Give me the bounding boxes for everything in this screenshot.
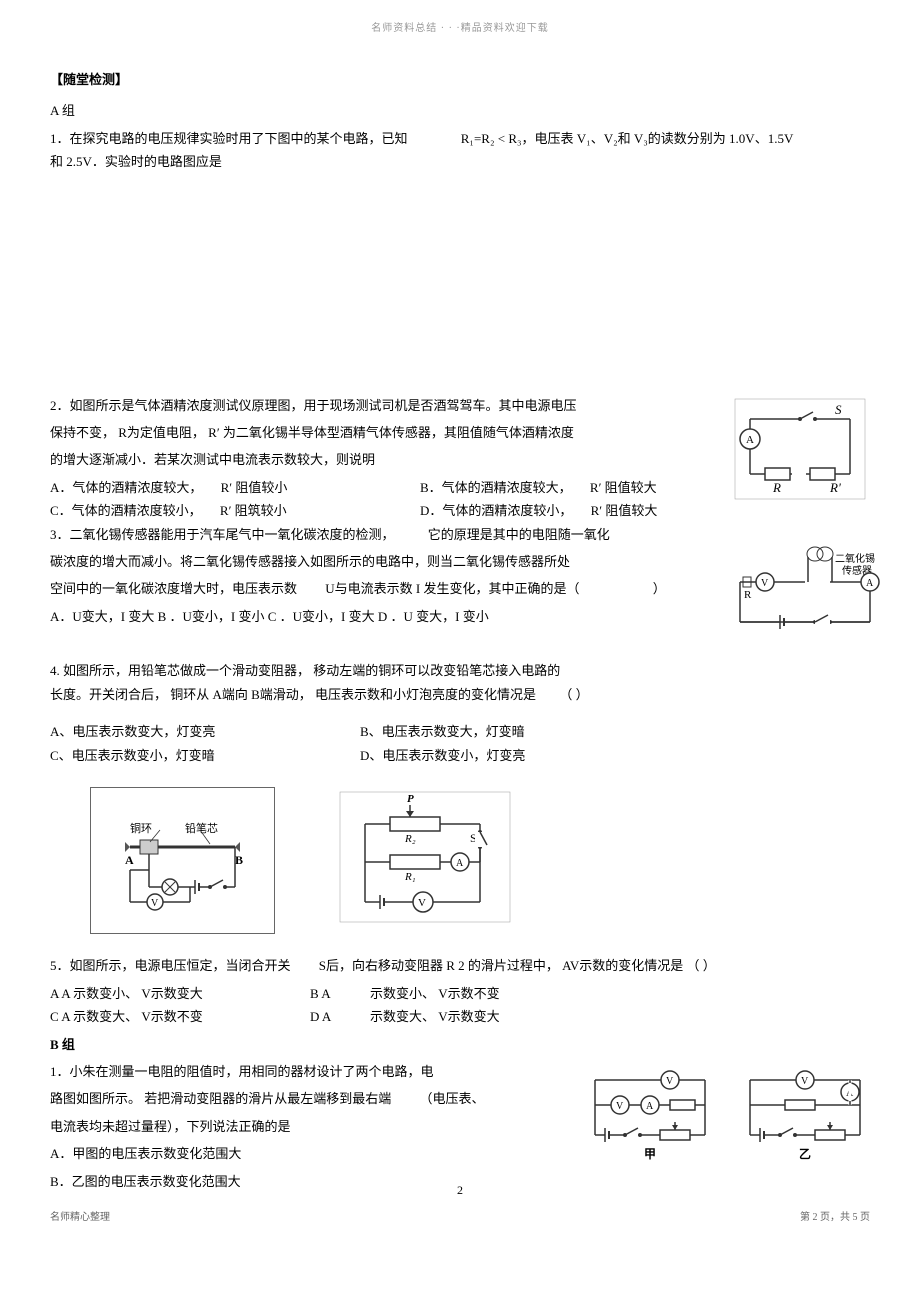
q3-line3c: ） <box>653 581 666 596</box>
q4-line2a: 长度。开关闭合后， 铜环从 A端向 B端滑动， 电压表示数和小灯泡亮度的变化情况… <box>50 687 536 702</box>
svg-text:V: V <box>666 1076 674 1087</box>
q4-diagram-a: 铜环 铅笔芯 A B <box>90 787 275 934</box>
q2-optA: A．气体的酒精浓度较大， <box>50 480 202 495</box>
q4-opts-ab: A、电压表示数变大，灯变亮 B、电压表示数变大，灯变暗 <box>50 720 870 743</box>
question-b1-block: V V A <box>50 1060 870 1197</box>
p-label: P <box>407 793 414 805</box>
q5-optB: B A <box>310 986 331 1001</box>
q3-r-label: R <box>744 589 752 601</box>
qb1-line2b: （电压表、 <box>420 1091 485 1106</box>
label-a: A <box>746 434 754 446</box>
q2-diagram: S A R R' <box>730 394 870 511</box>
q2-optC: C．气体的酒精浓度较小， <box>50 503 202 518</box>
q5-optB-r: 示数变小、 V示数不变 <box>370 986 500 1001</box>
q5-v-label: V <box>418 897 426 909</box>
q3-diagram: 二氧化锡 传感器 R V A <box>730 542 880 649</box>
q1-text1: 1．在探究电路的电压规律实验时用了下图中的某个电路，已知 <box>50 131 408 146</box>
q5-optD-r: 示数变大、 V示数变大 <box>370 1009 500 1024</box>
q2-optD-r: R′ 阻值较大 <box>591 503 658 518</box>
qb1-diagrams: V V A <box>580 1060 870 1177</box>
q3-line3b: U与电流表示数 I 发生变化，其中正确的是（ <box>325 581 579 596</box>
q5-diagram: R₂ P S R₁ A <box>335 787 515 934</box>
jia-label: 甲 <box>644 1147 656 1161</box>
q5-opts-ab: A A 示数变小、 V示数变大 B A 示数变小、 V示数不变 <box>50 982 870 1005</box>
q3-line1: 3．二氧化锡传感器能用于汽车尾气中一氧化碳浓度的检测， <box>50 527 395 542</box>
b-label: B <box>235 853 243 867</box>
header-watermark: 名师资料总结 · · ·精品资料欢迎下载 <box>50 20 870 38</box>
q4-optC: C、电压表示数变小，灯变暗 <box>50 748 215 763</box>
q1-text3: 和 2.5V．实验时的电路图应是 <box>50 154 222 169</box>
sensor-label1: 二氧化锡 <box>835 552 875 565</box>
footer-right: 第 2 页，共 5 页 <box>800 1209 870 1227</box>
label-rprime: R' <box>829 480 841 495</box>
section-title: 【随堂检测】 <box>50 68 870 91</box>
question-5: 5．如图所示，电源电压恒定，当闭合开关 S后，向右移动变阻器 R 2 的滑片过程… <box>50 954 870 977</box>
label-r: R <box>772 480 781 495</box>
svg-text:A: A <box>646 1101 654 1112</box>
q4-optA: A、电压表示数变大，灯变亮 <box>50 724 215 739</box>
q3-a-label: A <box>866 578 874 589</box>
r1-label: R₁ <box>404 871 416 883</box>
label-s: S <box>835 402 842 417</box>
qb1-line2a: 路图如图所示。 若把滑动变阻器的滑片从最左端移到最右端 <box>50 1091 391 1106</box>
q2-optB-r: R′ 阻值较大 <box>590 480 657 495</box>
group-a-label: A 组 <box>50 99 870 122</box>
q4-line2b: （ ） <box>559 687 588 702</box>
svg-text:V: V <box>801 1076 809 1087</box>
q2-opts-ab: A．气体的酒精浓度较大， R′ 阻值较小 B．气体的酒精浓度较大， R′ 阻值较… <box>50 476 715 499</box>
yi-label: 乙 <box>799 1147 811 1161</box>
r2-label: R₂ <box>404 833 416 845</box>
svg-text:V: V <box>616 1101 624 1112</box>
pencil-label: 铅笔芯 <box>185 821 218 835</box>
q2-optC-r: R′ 阻筑较小 <box>220 503 287 518</box>
q2-optB: B．气体的酒精浓度较大， <box>420 480 572 495</box>
question-4: 4. 如图所示，用铅笔芯做成一个滑动变阻器， 移动左端的铜环可以改变铅笔芯接入电… <box>50 659 870 706</box>
page-number: 2 <box>457 1180 463 1202</box>
a-label: A <box>125 853 134 867</box>
group-b-label: B 组 <box>50 1033 870 1056</box>
q5-opts-cd: C A 示数变大、 V示数不变 D A 示数变大、 V示数变大 <box>50 1005 870 1028</box>
q4-optD: D、电压表示数变小，灯变亮 <box>360 748 525 763</box>
q2-opts-cd: C．气体的酒精浓度较小， R′ 阻筑较小 D．气体的酒精浓度较小， R′ 阻值较… <box>50 499 715 522</box>
q4-opts-cd: C、电压表示数变小，灯变暗 D、电压表示数变小，灯变亮 <box>50 744 870 767</box>
q5-a-label: A <box>456 858 464 869</box>
q5-line1b: S后，向右移动变阻器 R 2 的滑片过程中， AV示数的变化情况是 （ ） <box>319 958 716 973</box>
q4-line1: 4. 如图所示，用铅笔芯做成一个滑动变阻器， 移动左端的铜环可以改变铅笔芯接入电… <box>50 659 870 682</box>
copper-label: 铜环 <box>130 821 152 835</box>
q3-line3a: 空间中的一氧化碳浓度增大时，电压表示数 <box>50 581 297 596</box>
footer: 名师精心整理 第 2 页，共 5 页 <box>50 1209 870 1227</box>
q5-optA: A A 示数变小、 V示数变大 <box>50 986 203 1001</box>
q2-optA-r: R′ 阻值较小 <box>221 480 288 495</box>
q5-line1a: 5．如图所示，电源电压恒定，当闭合开关 <box>50 958 291 973</box>
q5-optC: C A 示数变大、 V示数不变 <box>50 1009 203 1024</box>
q3-v-label: V <box>761 578 769 589</box>
q2-optD: D．气体的酒精浓度较小， <box>420 503 572 518</box>
footer-left: 名师精心整理 <box>50 1209 110 1227</box>
q4-diagrams: 铜环 铅笔芯 A B <box>90 787 870 934</box>
svg-text:V: V <box>151 898 159 909</box>
q3-line1b: 它的原理是其中的电阻随一氧化 <box>428 527 610 542</box>
question-1: 1．在探究电路的电压规律实验时用了下图中的某个电路，已知 R₁=R₂ < R₃，… <box>50 127 870 174</box>
q1-text2: R₁=R₂ < R₃，电压表 V₁、V₂和 V₃的读数分别为 1.0V、1.5V <box>461 131 794 146</box>
q5-optD: D A <box>310 1009 331 1024</box>
q4-optB: B、电压表示数变大，灯变暗 <box>360 724 525 739</box>
